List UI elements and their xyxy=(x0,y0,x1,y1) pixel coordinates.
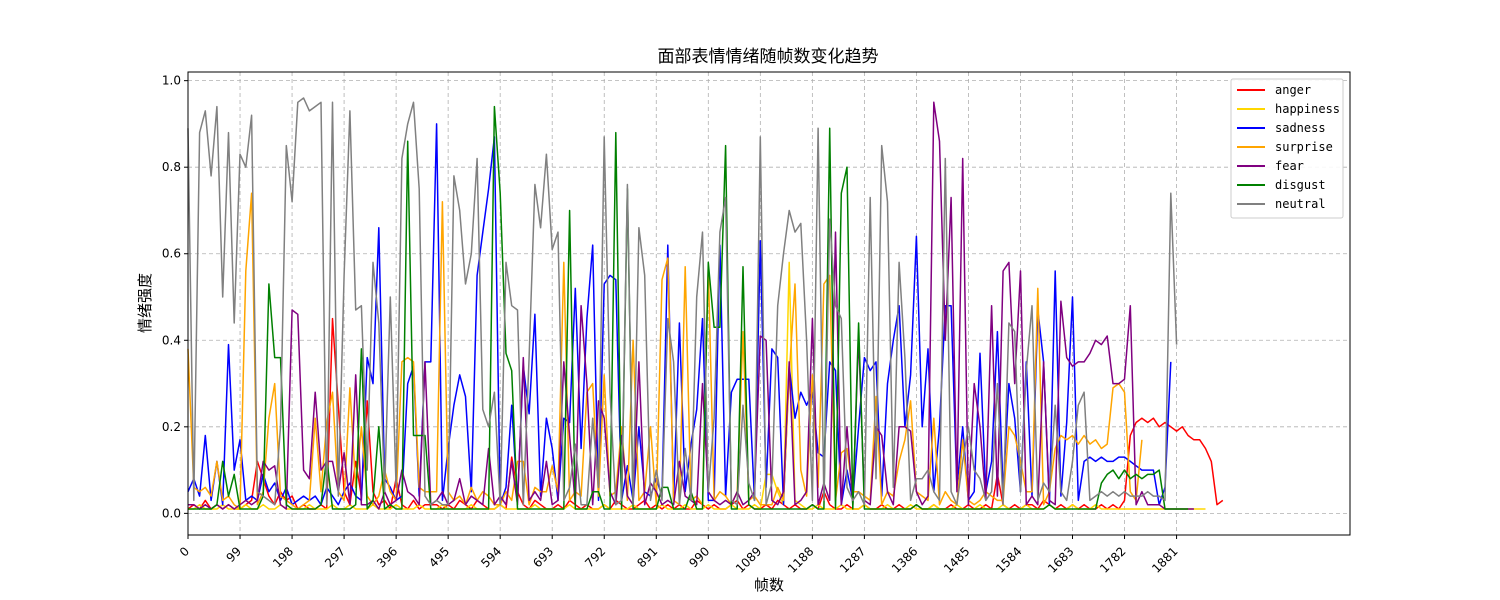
legend-label-happiness: happiness xyxy=(1275,102,1340,116)
x-axis-label: 帧数 xyxy=(754,576,784,594)
legend-label-fear: fear xyxy=(1275,159,1304,173)
legend-label-disgust: disgust xyxy=(1275,178,1326,192)
y-tick-label: 1.0 xyxy=(162,74,181,88)
y-tick-label: 0.0 xyxy=(162,506,181,520)
legend-label-neutral: neutral xyxy=(1275,197,1326,211)
y-tick-label: 0.8 xyxy=(162,160,181,174)
legend-label-anger: anger xyxy=(1275,83,1311,97)
legend-label-sadness: sadness xyxy=(1275,121,1326,135)
legend: anger happiness sadness surprise fear disgust… xyxy=(1231,79,1343,218)
y-axis-label: 情绪强度 xyxy=(136,273,154,333)
y-tick-label: 0.2 xyxy=(162,420,181,434)
y-tick-label: 0.6 xyxy=(162,247,181,261)
legend-label-surprise: surprise xyxy=(1275,140,1333,154)
chart-title: 面部表情情绪随帧数变化趋势 xyxy=(658,47,879,67)
y-tick-label: 0.4 xyxy=(162,333,181,347)
